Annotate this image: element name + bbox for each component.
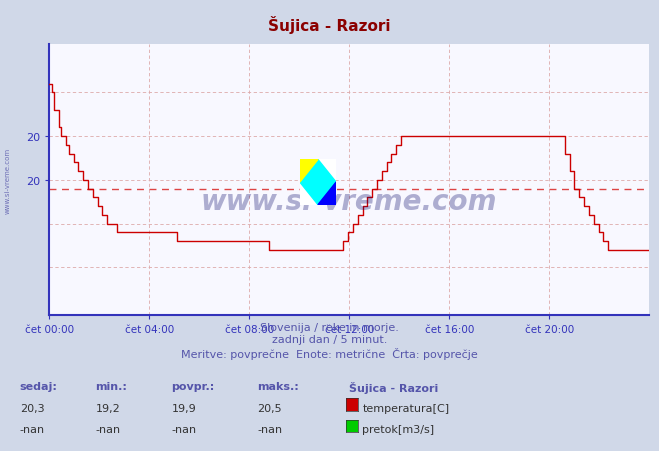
Text: pretok[m3/s]: pretok[m3/s] xyxy=(362,424,434,434)
Text: maks.:: maks.: xyxy=(257,381,299,391)
Text: Šujica - Razori: Šujica - Razori xyxy=(268,16,391,34)
Text: Slovenija / reke in morje.: Slovenija / reke in morje. xyxy=(260,322,399,332)
Polygon shape xyxy=(300,160,336,205)
Polygon shape xyxy=(318,183,336,205)
Text: 20,3: 20,3 xyxy=(20,403,44,413)
Text: 19,2: 19,2 xyxy=(96,403,121,413)
Text: 19,9: 19,9 xyxy=(171,403,196,413)
Polygon shape xyxy=(300,160,318,183)
Text: www.si-vreme.com: www.si-vreme.com xyxy=(201,188,498,216)
Text: povpr.:: povpr.: xyxy=(171,381,215,391)
Text: temperatura[C]: temperatura[C] xyxy=(362,403,449,413)
Text: zadnji dan / 5 minut.: zadnji dan / 5 minut. xyxy=(272,335,387,345)
Text: Šujica - Razori: Šujica - Razori xyxy=(349,381,438,393)
Text: Meritve: povprečne  Enote: metrične  Črta: povprečje: Meritve: povprečne Enote: metrične Črta:… xyxy=(181,347,478,359)
Text: www.si-vreme.com: www.si-vreme.com xyxy=(5,147,11,213)
Text: -nan: -nan xyxy=(171,424,196,434)
Text: min.:: min.: xyxy=(96,381,127,391)
Text: -nan: -nan xyxy=(20,424,45,434)
Text: 20,5: 20,5 xyxy=(257,403,281,413)
Text: -nan: -nan xyxy=(257,424,282,434)
Text: -nan: -nan xyxy=(96,424,121,434)
Text: sedaj:: sedaj: xyxy=(20,381,57,391)
